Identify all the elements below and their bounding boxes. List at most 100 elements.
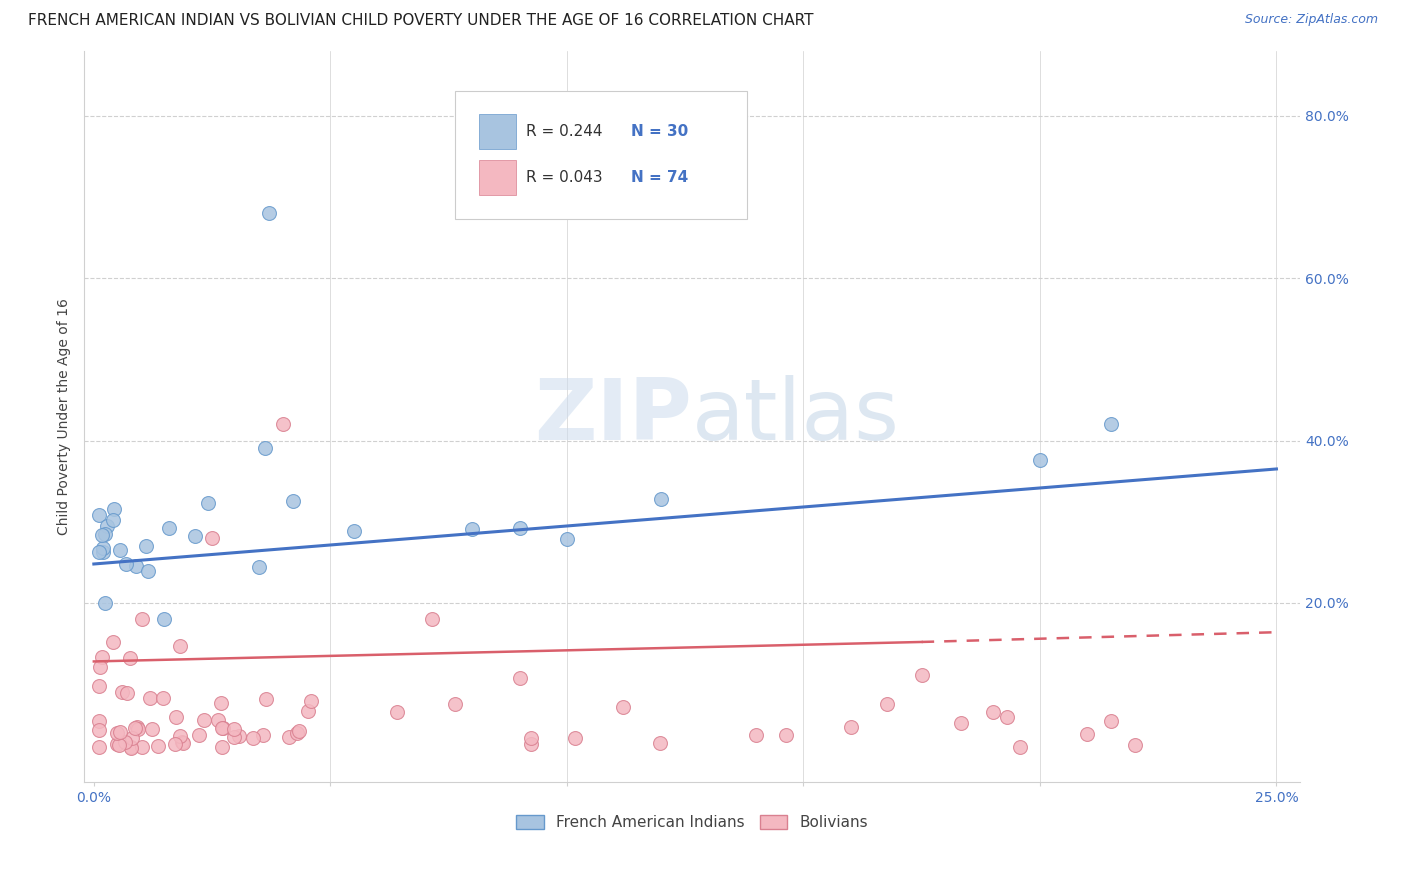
Point: [101, 634, 124, 648]
Point: [103, 501, 125, 516]
Point: [228, 729, 250, 743]
Point: [87, 723, 110, 738]
Point: [169, 729, 191, 743]
Text: R = 0.244: R = 0.244: [526, 124, 602, 139]
Point: [121, 731, 143, 745]
Point: [257, 206, 280, 220]
Point: [124, 721, 146, 735]
Text: R = 0.043: R = 0.043: [526, 170, 602, 186]
Point: [127, 722, 149, 736]
Point: [555, 532, 578, 546]
Point: [281, 494, 304, 508]
Point: [120, 740, 142, 755]
Point: [252, 728, 274, 742]
Point: [87, 679, 110, 693]
Point: [1076, 727, 1098, 741]
Point: [564, 731, 586, 746]
Point: [103, 513, 125, 527]
Point: [247, 559, 270, 574]
Point: [1099, 714, 1122, 728]
Point: [254, 692, 277, 706]
Point: [1123, 738, 1146, 752]
Point: [288, 724, 311, 739]
Legend: French American Indians, Bolivians: French American Indians, Bolivians: [510, 809, 875, 836]
Point: [520, 737, 543, 751]
Point: [193, 713, 215, 727]
Point: [107, 738, 129, 752]
Point: [184, 529, 207, 543]
Point: [118, 651, 141, 665]
Point: [87, 740, 110, 755]
Point: [509, 671, 531, 685]
Point: [297, 705, 319, 719]
Point: [995, 709, 1018, 723]
Point: [1008, 740, 1031, 755]
Point: [91, 650, 114, 665]
Point: [135, 539, 157, 553]
Point: [1029, 453, 1052, 467]
Point: [115, 686, 138, 700]
Point: [211, 739, 233, 754]
Text: atlas: atlas: [692, 375, 900, 458]
Point: [89, 660, 111, 674]
Point: [981, 705, 1004, 719]
Point: [170, 735, 193, 749]
Point: [650, 492, 672, 507]
Point: [110, 725, 132, 739]
Point: [93, 544, 115, 558]
Point: [224, 730, 246, 744]
Text: FRENCH AMERICAN INDIAN VS BOLIVIAN CHILD POVERTY UNDER THE AGE OF 16 CORRELATION: FRENCH AMERICAN INDIAN VS BOLIVIAN CHILD…: [28, 13, 814, 29]
Point: [211, 721, 233, 735]
FancyBboxPatch shape: [479, 114, 516, 149]
Point: [209, 696, 232, 710]
Point: [520, 731, 543, 746]
Point: [775, 728, 797, 742]
Point: [197, 496, 219, 510]
Point: [211, 721, 233, 735]
Point: [115, 557, 138, 571]
Point: [87, 508, 110, 522]
Point: [648, 736, 671, 750]
Point: [91, 528, 114, 542]
Text: Source: ZipAtlas.com: Source: ZipAtlas.com: [1244, 13, 1378, 27]
Point: [131, 612, 153, 626]
FancyBboxPatch shape: [456, 91, 747, 219]
Point: [201, 531, 224, 545]
Point: [461, 522, 484, 536]
Point: [253, 441, 276, 455]
Point: [1099, 417, 1122, 432]
Point: [152, 612, 174, 626]
Y-axis label: Child Poverty Under the Age of 16: Child Poverty Under the Age of 16: [58, 298, 72, 534]
Point: [87, 714, 110, 728]
Point: [139, 690, 162, 705]
Point: [120, 739, 142, 754]
FancyBboxPatch shape: [479, 161, 516, 195]
Point: [169, 640, 191, 654]
Point: [839, 720, 862, 734]
Point: [224, 722, 246, 736]
Point: [93, 541, 115, 555]
Point: [271, 417, 294, 432]
Point: [299, 694, 322, 708]
Point: [387, 705, 409, 719]
Point: [277, 730, 299, 744]
Point: [87, 545, 110, 559]
Text: N = 30: N = 30: [631, 124, 689, 139]
Point: [444, 698, 467, 712]
Point: [141, 722, 163, 736]
Point: [876, 697, 898, 711]
Point: [172, 736, 194, 750]
Point: [107, 737, 129, 751]
Point: [94, 527, 117, 541]
Point: [152, 691, 174, 706]
Point: [111, 685, 134, 699]
Point: [94, 596, 117, 610]
Point: [343, 524, 366, 539]
Point: [114, 735, 136, 749]
Point: [157, 521, 180, 535]
Point: [207, 714, 229, 728]
Point: [911, 668, 934, 682]
Point: [136, 564, 159, 578]
Text: ZIP: ZIP: [534, 375, 692, 458]
Point: [105, 726, 128, 740]
